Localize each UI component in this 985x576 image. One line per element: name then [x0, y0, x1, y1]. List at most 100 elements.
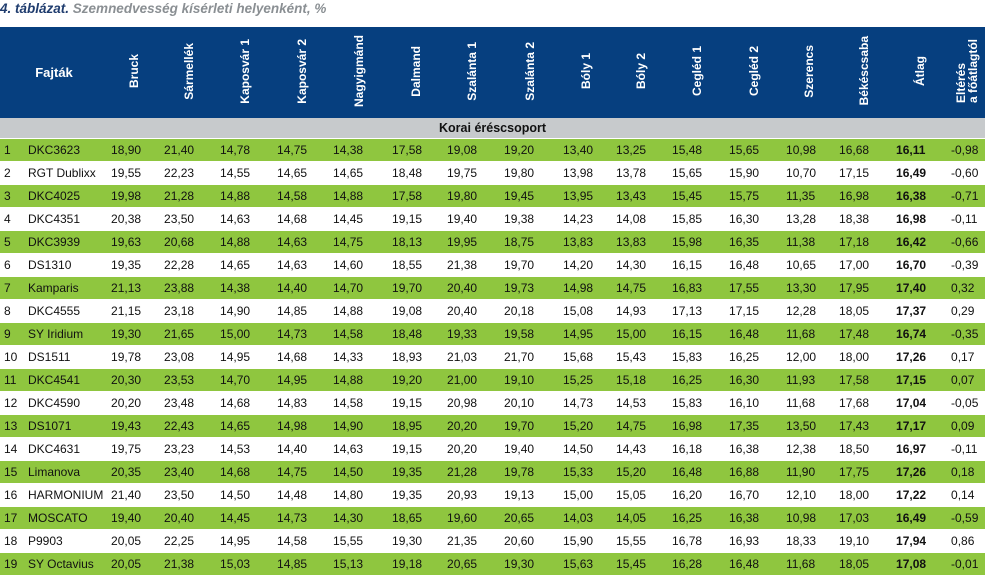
header-col: Kaposvár 1 [217, 27, 275, 118]
value-cell: 17,75 [836, 460, 894, 484]
header-col-label: Átlag [913, 56, 928, 86]
value-cell: 15,90 [560, 529, 614, 553]
average-cell: 17,26 [893, 460, 949, 484]
value-cell: 16,70 [726, 483, 784, 507]
value-cell: 14,95 [217, 345, 275, 369]
value-cell: 19,15 [389, 391, 445, 415]
value-cell: 19,78 [501, 460, 561, 484]
value-cell: 19,35 [389, 483, 445, 507]
value-cell: 14,85 [274, 552, 331, 576]
deviation-cell: -0,01 [948, 552, 985, 576]
value-cell: 15,45 [669, 184, 727, 208]
header-col: Békéscsaba [836, 27, 894, 118]
value-cell: 14,88 [330, 184, 390, 208]
value-cell: 14,65 [330, 161, 390, 185]
value-cell: 14,03 [560, 506, 614, 530]
value-cell: 22,25 [161, 529, 218, 553]
deviation-cell: -0,59 [948, 506, 985, 530]
table-row: 15 Limanova 20,35 23,40 14,68 14,75 14,50 19,35… [0, 460, 985, 484]
value-cell: 12,00 [783, 345, 837, 369]
value-cell: 20,65 [501, 506, 561, 530]
table-caption: 4. táblázat. Szemnedvesség kísérleti hel… [0, 0, 326, 20]
value-cell: 20,40 [161, 506, 218, 530]
value-cell: 14,90 [330, 414, 390, 438]
value-cell: 17,03 [836, 506, 894, 530]
row-index: 15 [0, 460, 26, 484]
row-index: 19 [0, 552, 26, 576]
value-cell: 14,75 [330, 230, 390, 254]
average-cell: 16,49 [893, 506, 949, 530]
value-cell: 15,03 [217, 552, 275, 576]
table-row: 19 SY Octavius 20,05 21,38 15,03 14,85 15,13 19… [0, 552, 985, 576]
value-cell: 15,83 [669, 345, 727, 369]
average-cell: 16,98 [893, 207, 949, 231]
table-row: 10 DS1511 19,78 23,08 14,95 14,68 14,33 18,93 21… [0, 345, 985, 369]
value-cell: 21,00 [444, 368, 502, 392]
average-cell: 16,38 [893, 184, 949, 208]
value-cell: 14,75 [274, 138, 331, 162]
value-cell: 14,40 [274, 276, 331, 300]
row-index: 18 [0, 529, 26, 553]
value-cell: 13,30 [783, 276, 837, 300]
value-cell: 21,40 [161, 138, 218, 162]
value-cell: 10,65 [783, 253, 837, 277]
value-cell: 14,05 [613, 506, 670, 530]
header-col-label: Nagyigmánd [352, 34, 367, 107]
value-cell: 16,30 [726, 368, 784, 392]
value-cell: 15,08 [560, 299, 614, 323]
value-cell: 10,70 [783, 161, 837, 185]
value-cell: 22,43 [161, 414, 218, 438]
value-cell: 13,50 [783, 414, 837, 438]
header-col-label: Kaposvár 2 [294, 38, 309, 104]
value-cell: 13,25 [613, 138, 670, 162]
row-index: 17 [0, 506, 26, 530]
row-index: 9 [0, 322, 26, 346]
header-col-label: Bóly 2 [633, 52, 648, 89]
value-cell: 15,98 [669, 230, 727, 254]
value-cell: 15,65 [726, 138, 784, 162]
average-cell: 16,74 [893, 322, 949, 346]
value-cell: 14,75 [274, 460, 331, 484]
value-cell: 14,75 [613, 276, 670, 300]
value-cell: 16,48 [726, 552, 784, 576]
variety-name: DKC3623 [26, 138, 109, 162]
header-col: Szalánta 1 [444, 27, 502, 118]
value-cell: 17,58 [836, 368, 894, 392]
value-cell: 19,20 [389, 368, 445, 392]
value-cell: 13,83 [613, 230, 670, 254]
value-cell: 19,38 [501, 207, 561, 231]
value-cell: 14,68 [274, 345, 331, 369]
deviation-cell: -0,11 [948, 437, 985, 461]
variety-name: Limanova [26, 460, 109, 484]
value-cell: 14,58 [330, 391, 390, 415]
deviation-cell: -0,60 [948, 161, 985, 185]
value-cell: 16,98 [669, 414, 727, 438]
value-cell: 16,98 [836, 184, 894, 208]
header-col: Nagyigmánd [330, 27, 390, 118]
value-cell: 14,80 [330, 483, 390, 507]
value-cell: 19,73 [501, 276, 561, 300]
row-index: 5 [0, 230, 26, 254]
value-cell: 15,65 [669, 161, 727, 185]
value-cell: 14,90 [217, 299, 275, 323]
variety-name: HARMONIUM [26, 483, 109, 507]
value-cell: 14,55 [217, 161, 275, 185]
value-cell: 16,48 [726, 253, 784, 277]
value-cell: 11,93 [783, 368, 837, 392]
header-col: Szalánta 2 [501, 27, 561, 118]
value-cell: 14,70 [330, 276, 390, 300]
value-cell: 19,33 [444, 322, 502, 346]
value-cell: 14,58 [330, 322, 390, 346]
row-index: 7 [0, 276, 26, 300]
value-cell: 20,65 [444, 552, 502, 576]
value-cell: 18,90 [108, 138, 162, 162]
value-cell: 21,28 [444, 460, 502, 484]
header-varieties: Fajták [0, 27, 109, 118]
value-cell: 19,30 [389, 529, 445, 553]
value-cell: 14,83 [274, 391, 331, 415]
average-cell: 17,15 [893, 368, 949, 392]
header-col: Bóly 1 [560, 27, 614, 118]
value-cell: 15,90 [726, 161, 784, 185]
variety-name: DKC4590 [26, 391, 109, 415]
value-cell: 15,13 [330, 552, 390, 576]
